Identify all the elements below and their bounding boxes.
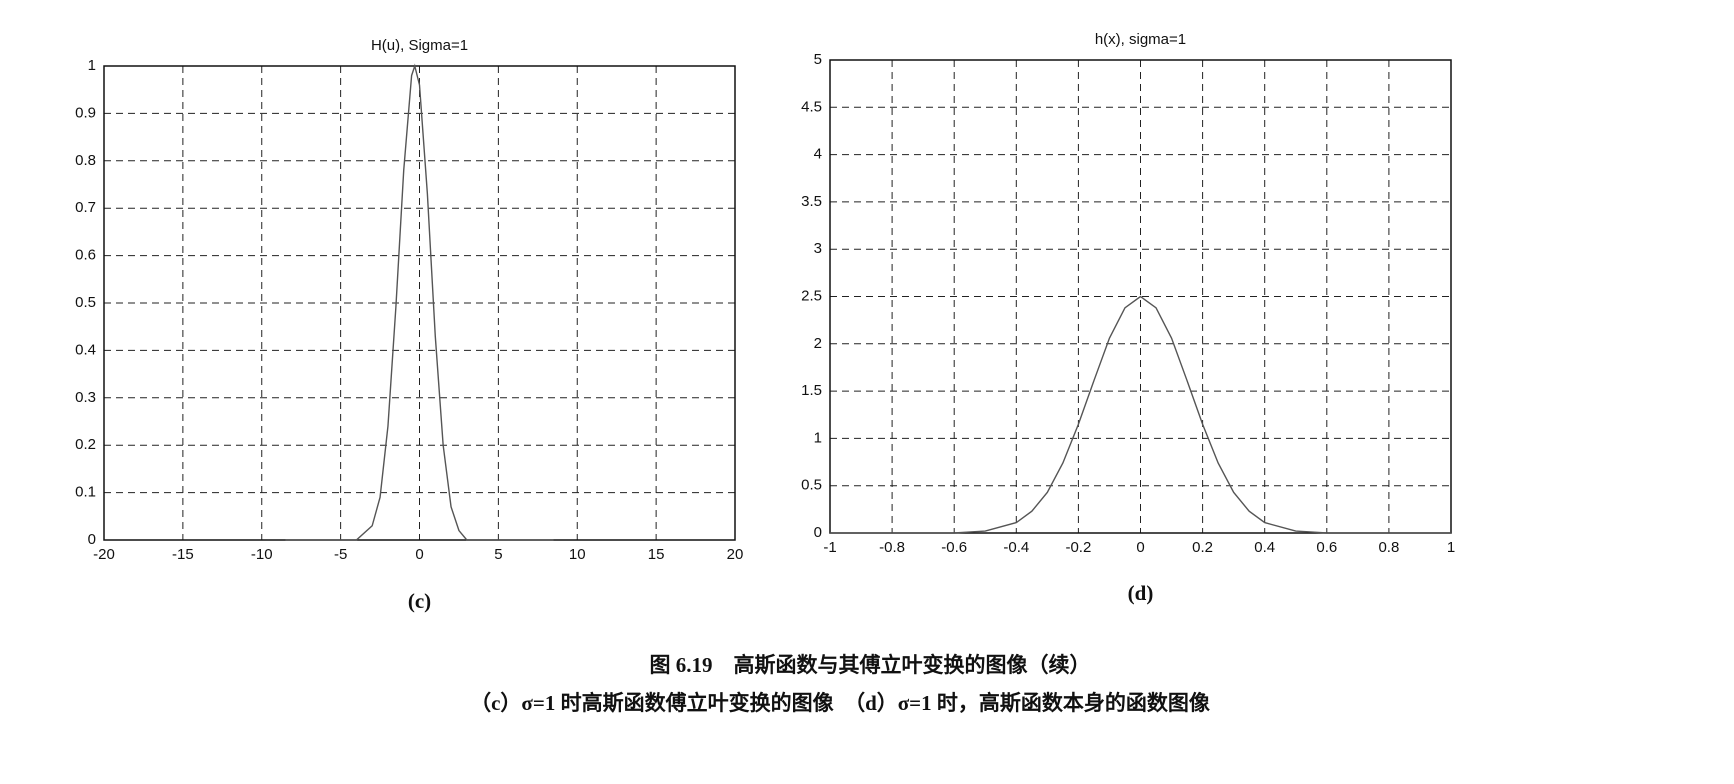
- x-tick-label: 0.2: [1192, 539, 1213, 556]
- y-tick-label: 0.5: [801, 477, 822, 494]
- x-tick-label: -1: [823, 539, 836, 556]
- chart-title: h(x), sigma=1: [1095, 31, 1186, 48]
- y-tick-label: 0.3: [75, 389, 96, 406]
- y-tick-label: 1.5: [801, 382, 822, 399]
- y-tick-label: 0.5: [75, 294, 96, 311]
- y-tick-label: 1: [814, 429, 822, 446]
- subfigure-caption: (c): [408, 589, 431, 613]
- y-tick-label: 2: [814, 335, 822, 352]
- x-tick-label: 0: [415, 546, 423, 563]
- x-tick-label: -15: [172, 546, 194, 563]
- plot-frame: [103, 65, 736, 541]
- y-tick-label: 0.2: [75, 436, 96, 453]
- x-tick-label: -20: [93, 546, 115, 563]
- x-tick-label: -5: [334, 546, 347, 563]
- y-tick-label: 0.8: [75, 152, 96, 169]
- x-tick-label: 0: [1136, 539, 1144, 556]
- y-tick-label: 2.5: [801, 287, 822, 304]
- y-tick-label: 0.9: [75, 104, 96, 121]
- data-line: [830, 295, 1451, 534]
- y-tick-label: 3: [814, 240, 822, 257]
- subfigure-caption: (d): [1128, 581, 1154, 605]
- x-tick-label: 15: [648, 546, 665, 563]
- plot-frame: [829, 59, 1452, 534]
- x-tick-label: -0.2: [1065, 539, 1091, 556]
- x-tick-label: -0.6: [941, 539, 967, 556]
- y-tick-label: 4: [814, 146, 822, 163]
- y-tick-label: 0.6: [75, 247, 96, 264]
- chart-title: H(u), Sigma=1: [371, 37, 468, 54]
- x-tick-label: 5: [494, 546, 502, 563]
- x-tick-label: -10: [251, 546, 273, 563]
- y-tick-label: 0.4: [75, 341, 96, 358]
- y-tick-label: 4.5: [801, 98, 822, 115]
- x-tick-label: 0.6: [1316, 539, 1337, 556]
- y-tick-label: 5: [814, 51, 822, 68]
- x-tick-label: 1: [1447, 539, 1455, 556]
- figure-caption: （c）σ=1 时高斯函数傅立叶变换的图像 （d）σ=1 时，高斯函数本身的函数图…: [470, 691, 1211, 715]
- y-tick-label: 0: [88, 531, 96, 548]
- x-tick-label: -0.4: [1003, 539, 1029, 556]
- y-tick-label: 0.7: [75, 199, 96, 216]
- y-tick-label: 0: [814, 524, 822, 541]
- x-tick-label: 0.4: [1254, 539, 1275, 556]
- y-tick-label: 1: [88, 57, 96, 74]
- x-tick-label: -0.8: [879, 539, 905, 556]
- x-tick-label: 20: [727, 546, 744, 563]
- y-tick-label: 3.5: [801, 193, 822, 210]
- x-tick-label: 10: [569, 546, 586, 563]
- x-tick-label: 0.8: [1378, 539, 1399, 556]
- y-tick-label: 0.1: [75, 484, 96, 501]
- figure-caption: 图 6.19 高斯函数与其傅立叶变换的图像（续）: [650, 653, 1091, 677]
- data-line: [285, 63, 554, 541]
